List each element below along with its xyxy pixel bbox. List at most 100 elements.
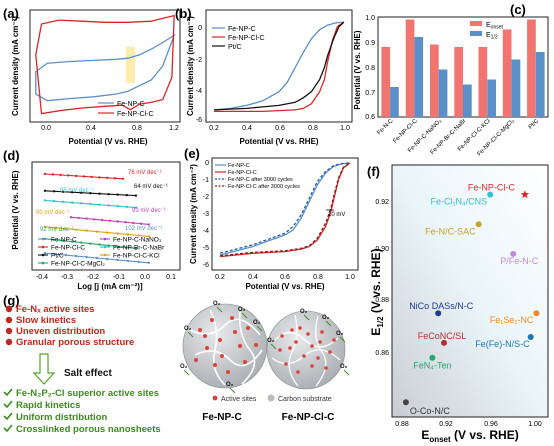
point-1 <box>487 191 494 198</box>
category-label: Fe-N-C <box>376 118 395 137</box>
active-site <box>298 326 302 330</box>
panel-e-legend: Fe-NP-Cl-C <box>228 170 257 176</box>
tafel-point <box>106 176 109 179</box>
point-5 <box>533 310 540 317</box>
panel-e-xtick: 0.4 <box>248 274 258 281</box>
tafel-point <box>69 216 73 219</box>
active-site <box>218 338 222 342</box>
panel-e-ytick: -2 <box>203 194 209 201</box>
o2-label: O₂ <box>267 338 275 344</box>
benefit-item: Rapid kinetics <box>16 400 80 411</box>
active-site <box>294 340 298 344</box>
panel-e-frame <box>211 157 359 271</box>
active-site <box>278 348 282 352</box>
bar-onset-6 <box>527 19 536 117</box>
active-site <box>203 334 207 338</box>
tafel-point <box>116 193 119 196</box>
series-line-0 <box>35 33 176 102</box>
tafel-point <box>64 253 68 257</box>
tafel-point <box>98 176 101 179</box>
tafel-point <box>100 218 104 222</box>
tafel-point <box>54 226 57 229</box>
panel-a-frame <box>29 9 181 123</box>
panel-b-xtick: 0.4 <box>242 125 252 132</box>
panel-c-ylabel: Potential (V vs. RHE) <box>353 30 362 109</box>
active-site-dots <box>194 316 336 374</box>
benefit-item: Fe-N₂P₂-Cl superior active sites <box>16 388 159 399</box>
panel-g-letter: (g) <box>3 293 20 308</box>
slope-label: 102 mV dec⁻¹ <box>125 226 162 232</box>
tafel-point <box>64 227 68 230</box>
tafel-point <box>89 202 92 206</box>
bar-onset-0 <box>381 47 391 117</box>
tafel-point <box>52 199 56 203</box>
active-site <box>332 338 336 342</box>
bar-onset-5 <box>502 29 512 117</box>
panel-e-ytick: -3 <box>203 211 209 218</box>
tafel-point <box>71 240 74 243</box>
panel-b-xlabel: Potential (V vs. RHE) <box>239 137 318 146</box>
o2-arrow <box>303 314 310 321</box>
panel-d-legend: Fe-NP-C Fe-NP-C-NaNO₃ Fe-NP-Cl-C Fe-NP-Br-C… <box>38 237 165 268</box>
o2-label: O₂ <box>300 309 308 315</box>
panel-b-legend-fe-np-cl-c: Fe-NP-Cl-C <box>228 35 265 42</box>
panel-f-ytick: 0.86 <box>375 350 389 357</box>
active-site <box>254 343 258 347</box>
panel-e-annotation: 10 mV <box>328 212 345 218</box>
panel-d-xtick: -0.1 <box>113 274 125 281</box>
panel-a-ylabel: Current density (mA cm⁻²) <box>11 16 20 116</box>
tafel-point <box>85 229 88 232</box>
o2-label: O₂ <box>184 326 192 332</box>
point-6 <box>441 339 447 346</box>
slope-label: 64 mV dec⁻¹ <box>134 184 168 190</box>
legend-carbon-substrate: Carbon substrate <box>278 396 332 403</box>
active-site <box>280 334 284 338</box>
o2-arrow <box>216 306 223 313</box>
tafel-point <box>116 245 119 248</box>
bar-onset-1 <box>405 19 415 117</box>
o2-arrow <box>325 320 332 327</box>
panel-a: (a) Current density (mA cm⁻²) Potential … <box>3 6 181 146</box>
legend-active-sites: Active sites <box>221 396 257 403</box>
o2-arrow <box>229 387 236 394</box>
tafel-point <box>125 205 128 209</box>
panel-b-ytick: -6 <box>196 117 202 124</box>
panel-d-legend-entry: Pt/C <box>51 253 64 260</box>
active-site <box>220 354 224 358</box>
slope-label: 76 mV dec⁻¹ <box>128 170 162 176</box>
o2-label: O₂ <box>180 364 188 370</box>
tafel-point <box>71 201 74 204</box>
point-4 <box>435 310 442 317</box>
tafel-point <box>147 261 150 264</box>
tafel-point <box>67 174 70 177</box>
benefit-item: Crosslinked porous nanosheets <box>16 424 161 435</box>
tafel-point <box>121 177 125 180</box>
problem-item: Uneven distribution <box>16 326 105 337</box>
tafel-point <box>98 203 101 206</box>
point-7 <box>527 334 534 340</box>
active-site <box>238 344 242 348</box>
check-icon <box>3 388 13 397</box>
active-site <box>213 363 217 367</box>
panel-b-ytick: 0 <box>198 25 202 32</box>
tafel-point <box>124 221 127 224</box>
tafel-point <box>62 190 65 193</box>
active-site <box>233 330 237 334</box>
tafel-point <box>139 222 143 225</box>
tafel-point <box>116 220 119 223</box>
panel-b-legend-pt-c: Pt/C <box>228 44 242 51</box>
o2-arrow <box>183 369 190 376</box>
tafel-point <box>134 247 138 250</box>
bar-half-5 <box>511 59 521 117</box>
tafel-point <box>52 238 56 241</box>
panel-d-frame <box>31 161 181 271</box>
panel-b-ylabel: Current density (mA cm⁻²) <box>186 16 195 116</box>
bar-onset-3 <box>454 47 463 117</box>
tafel-point <box>90 175 93 179</box>
active-site <box>226 370 230 374</box>
point-label: Fe(Fe)-N/S-C <box>475 339 530 349</box>
tafel-point <box>106 231 109 234</box>
tafel-point <box>74 228 78 231</box>
panel-e-xtick: 0.8 <box>313 274 323 281</box>
